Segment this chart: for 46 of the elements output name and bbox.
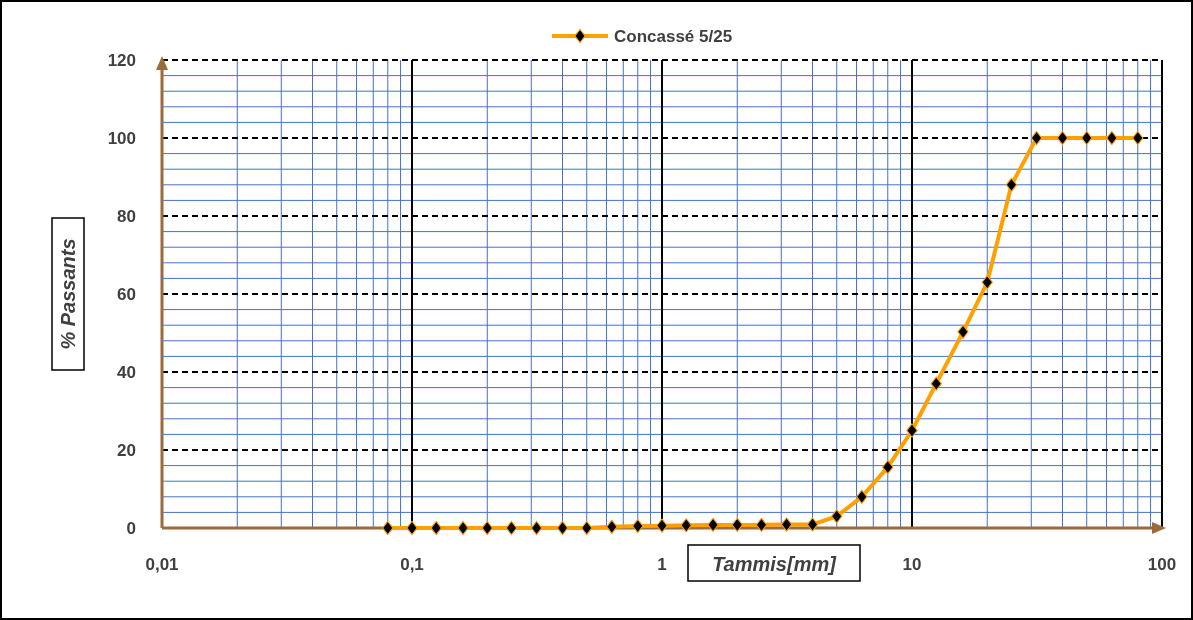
point <box>1056 130 1069 146</box>
point <box>632 518 644 534</box>
point <box>882 460 894 475</box>
y-tick-label: 120 <box>107 50 136 70</box>
y-tick-label: 0 <box>126 518 136 538</box>
x-tick-label: 100 <box>1147 555 1177 574</box>
point <box>656 518 668 533</box>
point <box>530 520 543 536</box>
x-axis-title: Tammis[mm] <box>712 553 838 575</box>
point <box>457 520 469 536</box>
point <box>1132 130 1144 146</box>
point <box>806 517 819 532</box>
x-tick-label: 10 <box>902 555 922 574</box>
point <box>430 520 442 536</box>
point <box>1081 130 1093 146</box>
y-tick-label: 60 <box>117 284 136 304</box>
y-tick-label: 20 <box>117 440 136 460</box>
y-axis-title: % Passants <box>57 238 79 350</box>
y-tick-label: 40 <box>117 362 136 382</box>
point <box>755 517 768 532</box>
x-tick-label: 1 <box>657 555 667 574</box>
point <box>481 520 493 536</box>
point <box>581 520 593 536</box>
point <box>606 519 618 534</box>
x-tick-label: 0,1 <box>400 555 424 574</box>
point <box>957 324 969 339</box>
point <box>831 509 843 524</box>
point <box>1005 177 1018 192</box>
point <box>1030 130 1043 146</box>
point <box>981 275 993 290</box>
legend-label: Concassé 5/25 <box>614 26 733 46</box>
x-tick-label: 0,01 <box>145 555 179 574</box>
point <box>505 520 518 536</box>
point <box>556 520 569 536</box>
point <box>856 489 868 504</box>
y-tick-label: 80 <box>117 206 136 226</box>
point <box>382 520 394 536</box>
point <box>906 423 918 438</box>
point <box>731 517 743 532</box>
y-tick-label: 100 <box>107 128 136 148</box>
point <box>707 517 719 532</box>
point <box>1106 130 1118 146</box>
point <box>930 376 942 391</box>
point <box>406 520 418 536</box>
point <box>680 518 692 533</box>
point <box>780 517 793 532</box>
